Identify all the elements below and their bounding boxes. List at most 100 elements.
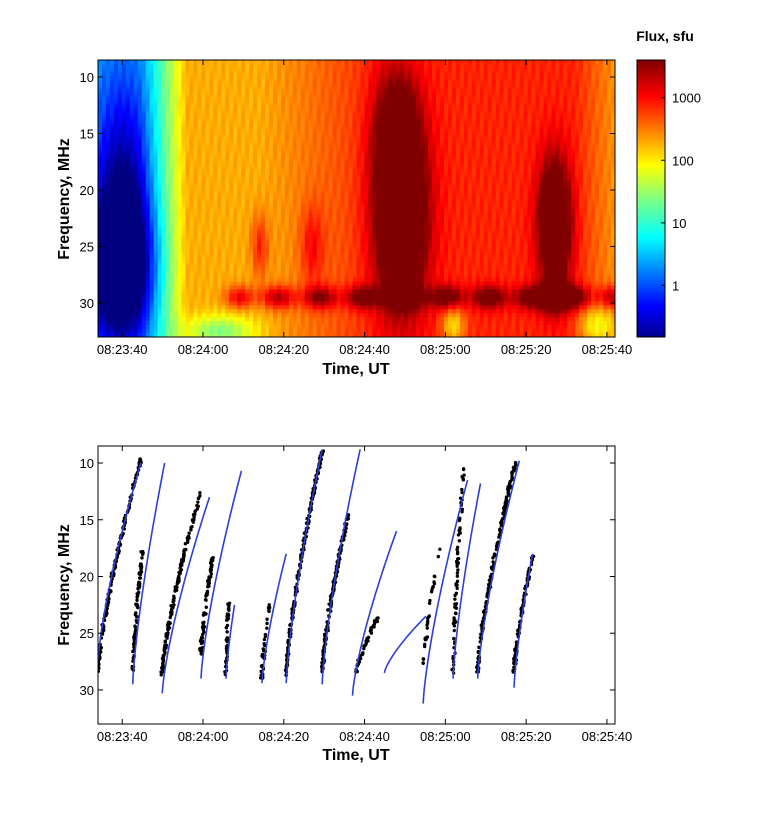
heatmap-cell — [372, 174, 377, 180]
heatmap-cell — [221, 190, 226, 196]
heatmap-cell — [320, 333, 326, 337]
heatmap-cell — [157, 139, 163, 144]
heatmap-cell — [336, 281, 342, 287]
heatmap-cell — [177, 60, 183, 65]
heatmap-cell — [324, 178, 330, 184]
heatmap-cell — [284, 222, 290, 227]
heatmap-cell — [149, 245, 155, 251]
heatmap-cell — [185, 95, 191, 101]
heatmap-cell — [217, 190, 222, 196]
heatmap-cell — [249, 313, 254, 318]
heatmap-cell — [189, 107, 195, 113]
heatmap-cell — [149, 143, 155, 148]
heatmap-cell — [233, 60, 238, 65]
heatmap-cell — [209, 285, 214, 291]
heatmap-cell — [149, 269, 155, 275]
heatmap-cell — [249, 87, 254, 93]
heatmap-cell — [121, 111, 127, 116]
heatmap-cell — [316, 230, 322, 235]
heatmap-cell — [336, 261, 342, 267]
heatmap-cell — [185, 83, 191, 89]
heatmap-cell — [209, 60, 214, 65]
heatmap-cell — [261, 202, 266, 208]
heatmap-cell — [165, 143, 171, 148]
heatmap-cell — [157, 71, 163, 77]
heatmap-cell — [193, 158, 199, 164]
heatmap-cell — [364, 305, 370, 310]
heatmap-cell — [324, 301, 330, 306]
heatmap-cell — [304, 273, 310, 279]
heatmap-cell — [221, 297, 226, 302]
heatmap-cell — [257, 178, 262, 184]
heatmap-cell — [149, 273, 155, 279]
heatmap-cell — [292, 202, 298, 208]
heatmap-cell — [161, 174, 167, 180]
heatmap-cell — [253, 71, 258, 77]
heatmap-cell — [225, 257, 230, 263]
heatmap-cell — [324, 210, 330, 215]
heatmap-cell — [185, 182, 191, 188]
heatmap-cell — [336, 293, 342, 299]
heatmap-cell — [197, 249, 202, 255]
heatmap-cell — [257, 230, 262, 235]
heatmap-cell — [149, 147, 155, 152]
heatmap-cell — [308, 325, 314, 330]
heatmap-cell — [336, 226, 342, 231]
heatmap-cell — [197, 95, 202, 101]
heatmap-cell — [117, 143, 123, 148]
heatmap-cell — [296, 218, 302, 223]
heatmap-cell — [308, 218, 314, 223]
heatmap-cell — [300, 242, 306, 247]
heatmap-cell — [189, 210, 195, 215]
heatmap-cell — [352, 143, 358, 148]
heatmap-cell — [368, 214, 374, 219]
heatmap-cell — [253, 147, 258, 152]
heatmap-cell — [233, 281, 238, 287]
heatmap-cell — [193, 305, 199, 310]
heatmap-cell — [221, 107, 226, 113]
heatmap-cell — [169, 194, 175, 200]
heatmap-cell — [261, 154, 266, 160]
heatmap-cell — [312, 71, 318, 77]
heatmap-cell — [181, 166, 187, 172]
heatmap-cell — [257, 151, 262, 156]
heatmap-cell — [177, 309, 183, 314]
heatmap-cell — [209, 99, 214, 105]
heatmap-cell — [98, 238, 103, 243]
heatmap-cell — [316, 123, 322, 128]
heatmap-cell — [376, 75, 381, 81]
heatmap-cell — [288, 194, 294, 200]
heatmap-cell — [304, 79, 310, 85]
heatmap-cell — [169, 269, 175, 275]
heatmap-cell — [157, 79, 163, 85]
heatmap-cell — [308, 95, 314, 101]
heatmap-cell — [189, 305, 195, 310]
heatmap-cell — [105, 293, 111, 299]
heatmap-cell — [312, 127, 318, 132]
heatmap-cell — [237, 218, 242, 223]
heatmap-cell — [105, 238, 111, 243]
heatmap-cell — [265, 222, 270, 227]
heatmap-cell — [205, 277, 210, 283]
heatmap-cell — [348, 202, 354, 208]
heatmap-cell — [205, 249, 210, 255]
heatmap-cell — [145, 289, 151, 295]
heatmap-cell — [181, 87, 187, 93]
heatmap-cell — [312, 234, 318, 239]
heatmap-cell — [276, 71, 282, 77]
heatmap-cell — [129, 182, 135, 188]
heatmap-cell — [153, 186, 159, 192]
heatmap-cell — [117, 293, 123, 299]
heatmap-cell — [165, 139, 171, 144]
heatmap-cell — [157, 226, 163, 231]
heatmap-cell — [117, 91, 123, 97]
heatmap-cell — [340, 154, 346, 160]
heatmap-cell — [149, 321, 155, 326]
heatmap-cell — [320, 329, 326, 334]
heatmap-cell — [193, 202, 199, 208]
heatmap-cell — [109, 281, 115, 287]
heatmap-cell — [105, 277, 111, 283]
heatmap-cell — [137, 245, 143, 251]
heatmap-cell — [316, 194, 322, 200]
